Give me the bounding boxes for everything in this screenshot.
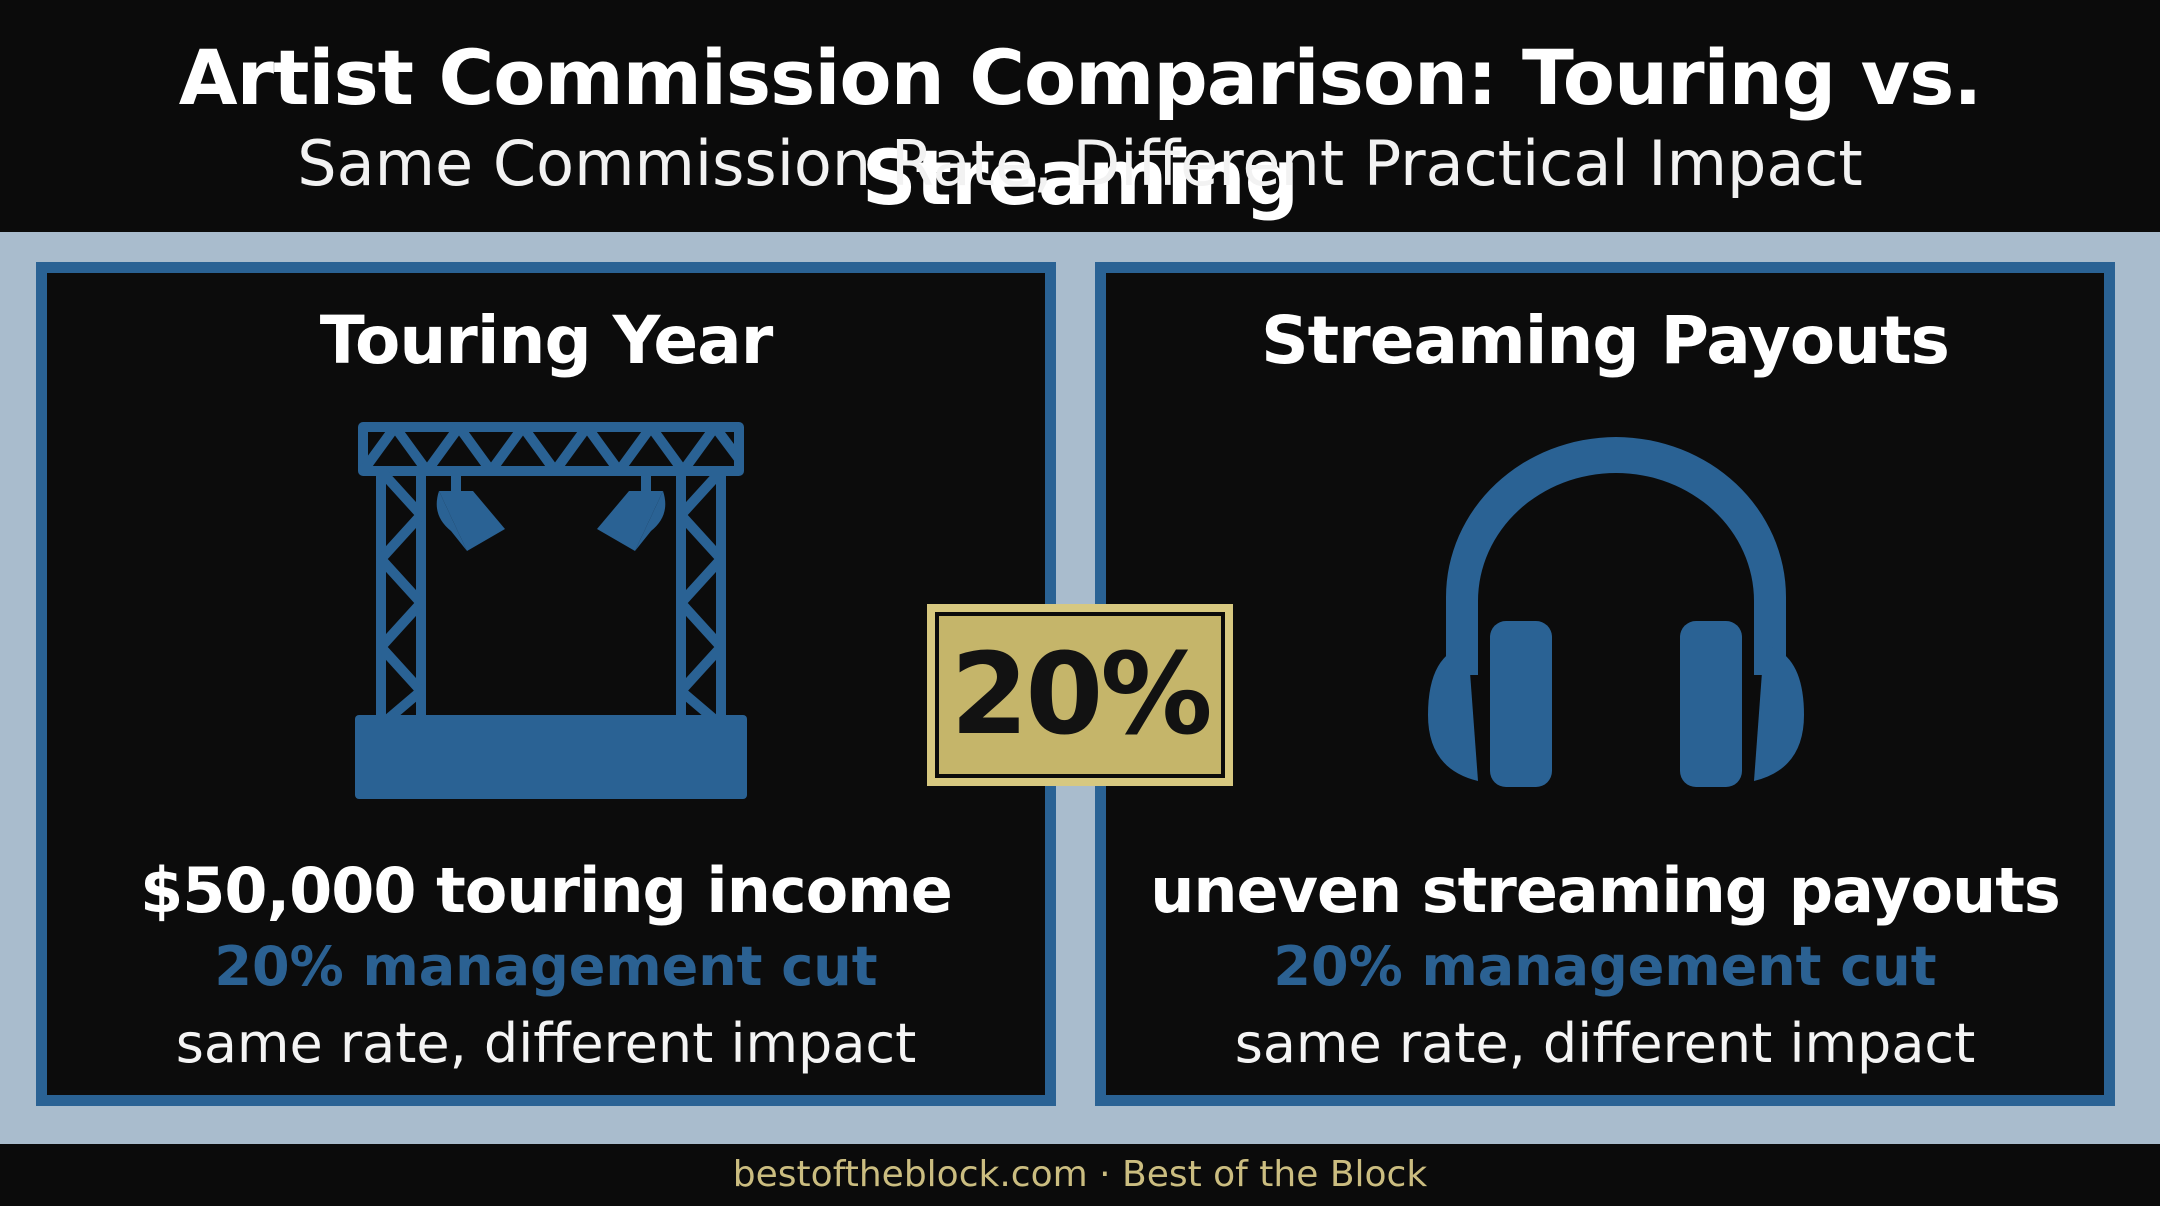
streaming-panel-title: Streaming Payouts	[1261, 302, 1950, 379]
header: Artist Commission Comparison: Touring vs…	[0, 0, 2160, 232]
touring-management-cut: 20% management cut	[214, 935, 878, 998]
touring-headline: $50,000 touring income	[140, 854, 953, 927]
commission-rate-badge: 20%	[927, 604, 1233, 786]
touring-panel-title: Touring Year	[319, 302, 774, 379]
page-title: Artist Commission Comparison: Touring vs…	[178, 33, 1982, 222]
streaming-management-cut: 20% management cut	[1273, 935, 1937, 998]
concert-stage-icon	[355, 422, 747, 799]
footer-credit: bestoftheblock.com · Best of the Block	[0, 1144, 2160, 1206]
streaming-impact-note: same rate, different impact	[1234, 1012, 1976, 1075]
page-subtitle: Same Commission Rate, Different Practica…	[297, 127, 1863, 200]
headphones-icon	[1428, 437, 1804, 787]
touring-panel: Touring Year $50,000 touring income 20% …	[36, 262, 1056, 1106]
streaming-headline: uneven streaming payouts	[1150, 854, 2060, 927]
touring-impact-note: same rate, different impact	[175, 1012, 917, 1075]
streaming-panel: Streaming Payouts uneven streaming payou…	[1095, 262, 2115, 1106]
